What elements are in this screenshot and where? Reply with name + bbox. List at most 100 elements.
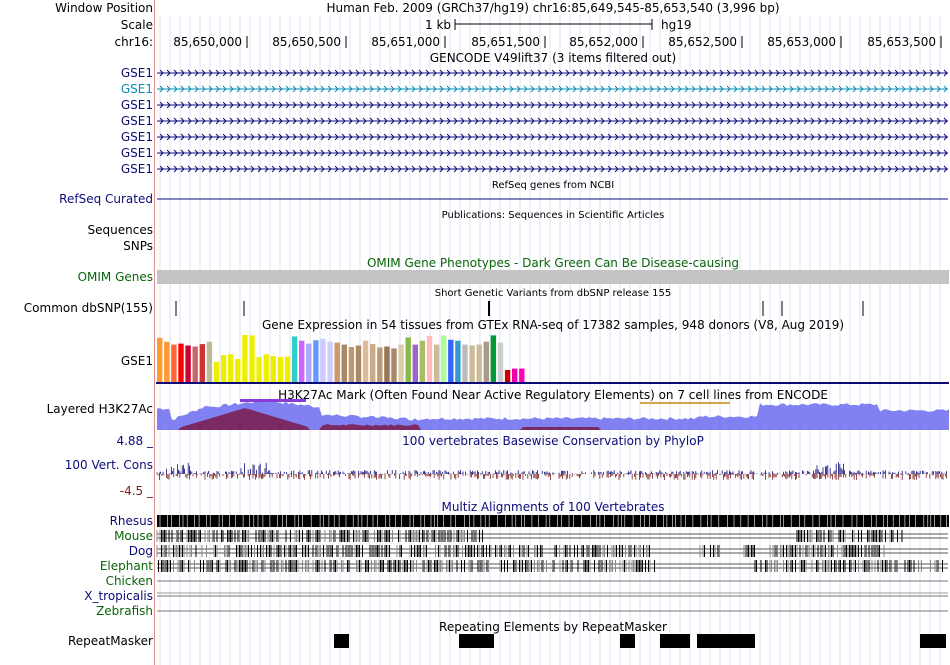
gencode-transcript-label[interactable]: GSE1 <box>120 130 153 144</box>
h3k27ac-title: H3K27Ac Mark (Often Found Near Active Re… <box>278 388 828 402</box>
window-position-value: Human Feb. 2009 (GRCh37/hg19) chr16:85,6… <box>326 1 780 15</box>
dbsnp-label[interactable]: Common dbSNP(155) <box>23 301 153 315</box>
gtex-tissue-bar <box>483 341 489 382</box>
gtex-tissue-bar <box>206 341 213 382</box>
gencode-transcript-label[interactable]: GSE1 <box>120 66 153 80</box>
gtex-tissue-bar <box>299 340 305 382</box>
multiz-alignment-block <box>157 515 949 527</box>
gtex-tissue-bar <box>398 344 404 382</box>
gtex-tissue-bar <box>441 335 447 382</box>
conservation-label[interactable]: 100 Vert. Cons <box>64 458 153 472</box>
gtex-tissue-bar <box>228 354 234 382</box>
gtex-tissue-bar <box>391 348 397 382</box>
h3k27ac-label[interactable]: Layered H3K27Ac <box>46 402 153 416</box>
ruler-tick-label: 85,653,500 <box>867 35 936 49</box>
h3k27ac-layer-orange <box>640 402 730 404</box>
gtex-tissue-bar <box>242 335 248 382</box>
repeatmasker-element <box>620 634 635 648</box>
multiz-species-label[interactable]: X_tropicalis <box>84 589 153 603</box>
gencode-transcript-label[interactable]: GSE1 <box>120 82 153 96</box>
gencode-transcript-label[interactable]: GSE1 <box>120 98 153 112</box>
gencode-strand-arrows <box>159 117 948 125</box>
gencode-transcript-label[interactable]: GSE1 <box>120 146 153 160</box>
repeatmasker-title: Repeating Elements by RepeatMasker <box>439 620 667 634</box>
gtex-tissue-bar <box>263 354 269 382</box>
multiz-title: Multiz Alignments of 100 Vertebrates <box>441 500 665 514</box>
gtex-tissue-bar <box>157 337 163 382</box>
repeatmasker-label[interactable]: RepeatMasker <box>67 634 153 648</box>
gtex-tissue-bar <box>164 341 170 382</box>
gtex-tissue-bar <box>355 345 362 382</box>
gtex-tissue-bar <box>341 344 347 382</box>
conservation-max: 4.88 _ <box>116 434 153 448</box>
ruler-tick-label: 85,652,000 <box>569 35 638 49</box>
multiz-species-label[interactable]: Chicken <box>105 574 153 588</box>
gtex-tissue-bar <box>469 345 475 382</box>
h3k27ac-signal <box>157 400 949 430</box>
gtex-tissue-bar <box>313 340 319 382</box>
gtex-title: Gene Expression in 54 tissues from GTEx … <box>261 318 845 332</box>
multiz-species-label[interactable]: Dog <box>128 544 153 558</box>
gtex-tissue-bar <box>348 347 355 382</box>
multiz-species-label[interactable]: Rhesus <box>109 514 153 528</box>
gencode-strand-arrows <box>159 101 948 109</box>
gtex-tissue-bar <box>213 361 220 382</box>
gtex-tissue-bar <box>384 346 390 382</box>
gtex-tissue-bar <box>178 343 184 382</box>
ruler-tick-label: 85,652,500 <box>668 35 737 49</box>
gtex-tissue-bar <box>490 335 497 382</box>
gtex-tissue-bar <box>192 346 198 382</box>
gtex-tissue-bar <box>327 341 333 382</box>
sequences-label[interactable]: Sequences <box>87 223 153 237</box>
gencode-transcript-label[interactable]: GSE1 <box>120 162 153 176</box>
refseq-label[interactable]: RefSeq Curated <box>59 192 153 206</box>
conservation-title: 100 vertebrates Basewise Conservation by… <box>402 434 704 448</box>
gtex-tissue-bar <box>235 359 241 382</box>
multiz-species-label[interactable]: Mouse <box>114 529 153 543</box>
gtex-tissue-bar <box>320 338 326 382</box>
omim-label[interactable]: OMIM Genes <box>77 270 153 284</box>
scale-label: Scale <box>120 18 153 32</box>
omim-title: OMIM Gene Phenotypes - Dark Green Can Be… <box>366 256 740 270</box>
gtex-tissue-bar <box>199 344 205 382</box>
repeatmasker-element <box>920 634 946 648</box>
refseq-title: RefSeq genes from NCBI <box>491 180 615 191</box>
gtex-tissue-bar <box>419 340 426 382</box>
multiz-species-label[interactable]: Zebrafish <box>96 604 153 618</box>
gtex-tissue-bar <box>362 340 369 382</box>
gtex-tissue-bar <box>171 344 177 382</box>
gencode-transcript-label[interactable]: GSE1 <box>120 114 153 128</box>
gtex-label[interactable]: GSE1 <box>120 354 153 368</box>
gtex-tissue-bar <box>462 344 468 382</box>
h3k27ac-peak <box>240 399 306 402</box>
multiz-species-label[interactable]: Elephant <box>99 559 153 573</box>
gtex-tissue-bar <box>455 340 461 382</box>
gtex-tissue-bar <box>512 368 518 382</box>
gtex-tissue-bar <box>433 344 440 382</box>
gtex-tissue-bar <box>377 347 383 382</box>
gtex-tissue-bar <box>284 356 291 382</box>
ruler-tick-label: 85,651,500 <box>471 35 540 49</box>
repeatmasker-element <box>660 634 690 648</box>
gtex-tissue-bar <box>220 355 227 382</box>
gtex-tissue-bar <box>334 342 340 382</box>
gencode-strand-arrows <box>159 149 948 157</box>
ruler-tick-label: 85,651,000 <box>371 35 440 49</box>
snps-label[interactable]: SNPs <box>123 239 153 253</box>
h3k27ac-layer-dark <box>157 408 949 430</box>
gencode-strand-arrows <box>159 133 948 141</box>
gtex-tissue-bar <box>185 345 191 382</box>
window-position-label: Window Position <box>55 1 153 15</box>
ruler-tick-label: 85,650,000 <box>173 35 242 49</box>
repeatmasker-element <box>334 634 349 648</box>
ruler-tick-label: 85,650,500 <box>272 35 341 49</box>
ruler-tick-label: 85,653,000 <box>767 35 836 49</box>
gencode-strand-arrows <box>159 165 948 173</box>
gencode-title: GENCODE V49lift37 (3 items filtered out) <box>429 51 677 65</box>
gtex-tissue-bar <box>405 337 411 382</box>
gencode-strand-arrows <box>159 69 948 77</box>
chrom-label: chr16: <box>114 35 153 49</box>
gtex-tissue-bar <box>370 344 376 382</box>
label-separator <box>154 0 155 665</box>
